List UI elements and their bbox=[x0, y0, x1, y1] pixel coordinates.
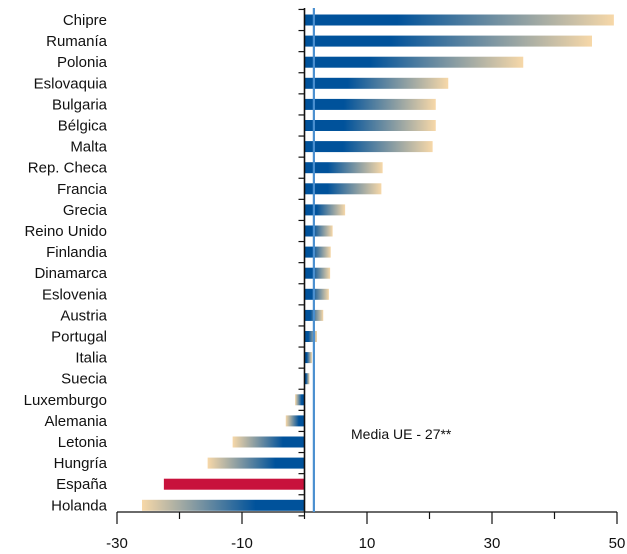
category-label-francia: Francia bbox=[57, 181, 108, 198]
bar-dinamarca bbox=[304, 267, 331, 279]
category-label-eslovenia: Eslovenia bbox=[42, 286, 108, 303]
category-label-bulgaria: Bulgaria bbox=[52, 96, 108, 113]
category-label-malta: Malta bbox=[70, 139, 107, 156]
category-label-reino-unido: Reino Unido bbox=[24, 223, 107, 240]
bar-polonia bbox=[304, 56, 524, 68]
bar-rep-checa bbox=[304, 162, 383, 174]
x-tick-label: -30 bbox=[106, 535, 128, 552]
bar-eslovenia bbox=[304, 288, 329, 300]
bar-francia bbox=[304, 183, 382, 195]
bar-rumania bbox=[304, 35, 592, 47]
bar-eslovaquia bbox=[304, 77, 449, 89]
category-label-alemania: Alemania bbox=[44, 413, 107, 430]
x-tick-label: 30 bbox=[484, 535, 501, 552]
x-tick-label: 50 bbox=[609, 535, 626, 552]
bar-finlandia bbox=[304, 246, 331, 258]
category-label-hungria: Hungría bbox=[54, 455, 108, 472]
category-label-luxemburgo: Luxemburgo bbox=[24, 392, 107, 409]
category-label-eslovaquia: Eslovaquia bbox=[34, 75, 108, 92]
bar-grecia bbox=[304, 204, 346, 216]
bar-portugal bbox=[304, 331, 317, 342]
category-label-dinamarca: Dinamarca bbox=[34, 265, 107, 282]
bar-espana bbox=[163, 478, 305, 490]
category-label-rumania: Rumanía bbox=[46, 33, 108, 50]
labels-group: Chipre Rumanía Polonia Eslovaquia Bulgaria Bé… bbox=[24, 12, 626, 552]
category-label-italia: Italia bbox=[75, 350, 107, 367]
bar-suecia bbox=[304, 373, 310, 385]
category-label-portugal: Portugal bbox=[51, 329, 107, 346]
bar-holanda bbox=[142, 499, 305, 511]
bar-hungria bbox=[207, 457, 305, 469]
category-label-espana: España bbox=[56, 476, 108, 493]
category-label-grecia: Grecia bbox=[63, 202, 108, 219]
category-label-polonia: Polonia bbox=[57, 54, 108, 71]
bar-chipre bbox=[304, 14, 614, 26]
category-label-finlandia: Finlandia bbox=[46, 244, 108, 261]
bars-group bbox=[142, 14, 614, 511]
bar-italia bbox=[304, 352, 312, 364]
bar-bulgaria bbox=[304, 98, 436, 110]
bar-luxemburgo bbox=[295, 394, 305, 406]
category-label-chipre: Chipre bbox=[63, 12, 107, 29]
eu-average-label: Media UE - 27** bbox=[351, 426, 452, 442]
x-tick-label: 10 bbox=[359, 535, 376, 552]
category-label-belgica: Bélgica bbox=[58, 118, 108, 135]
bar-malta bbox=[304, 141, 433, 153]
category-label-austria: Austria bbox=[60, 307, 107, 324]
axes-group bbox=[116, 8, 618, 524]
bar-alemania bbox=[285, 415, 305, 427]
category-label-holanda: Holanda bbox=[51, 497, 108, 514]
x-tick-label: -10 bbox=[231, 535, 253, 552]
bar-letonia bbox=[232, 436, 305, 448]
bar-belgica bbox=[304, 120, 436, 131]
bar-reino-unido bbox=[304, 225, 333, 237]
category-label-letonia: Letonia bbox=[58, 434, 108, 451]
category-label-suecia: Suecia bbox=[61, 371, 108, 388]
category-label-rep-checa: Rep. Checa bbox=[28, 160, 108, 177]
